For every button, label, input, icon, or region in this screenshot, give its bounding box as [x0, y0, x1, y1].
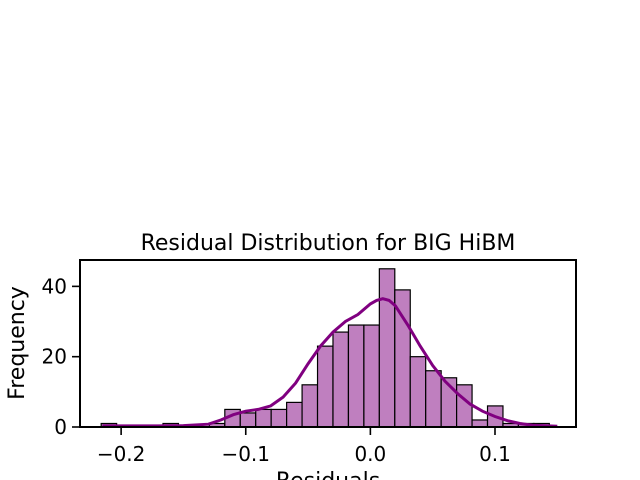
histogram-bars	[100, 268, 550, 428]
histogram-bar	[270, 408, 288, 428]
y-axis-label: Frequency	[5, 286, 30, 400]
histogram-bar	[471, 419, 489, 428]
plot-frame	[79, 259, 577, 428]
histogram-bar	[363, 324, 380, 428]
histogram-bar	[316, 345, 334, 428]
kde-curve	[102, 297, 558, 428]
histogram-bar	[255, 408, 272, 428]
histogram-bar	[239, 412, 257, 428]
y-axis-ticks: 0 20 40	[42, 274, 80, 439]
y-tick-label: 20	[42, 345, 67, 369]
y-tick-label: 0	[54, 415, 67, 439]
histogram-bar	[409, 356, 427, 428]
x-axis-ticks: −0.2 −0.1 0.0 0.1	[97, 427, 511, 466]
x-axis-label: Residuals	[276, 469, 380, 480]
chart-title: Residual Distribution for BIG HiBM	[141, 231, 516, 256]
histogram-bar	[456, 384, 473, 428]
x-tick-label: 0.1	[479, 442, 511, 466]
histogram-bar	[347, 324, 365, 428]
y-tick-label: 40	[42, 274, 67, 298]
histogram-bar	[332, 331, 350, 428]
histogram-bar	[286, 401, 303, 428]
histogram-bar	[301, 384, 319, 428]
x-tick-label: −0.1	[221, 442, 270, 466]
histogram-bar	[378, 268, 396, 428]
histogram-bar	[425, 370, 442, 428]
x-tick-label: −0.2	[97, 442, 146, 466]
x-tick-label: 0.0	[354, 442, 386, 466]
